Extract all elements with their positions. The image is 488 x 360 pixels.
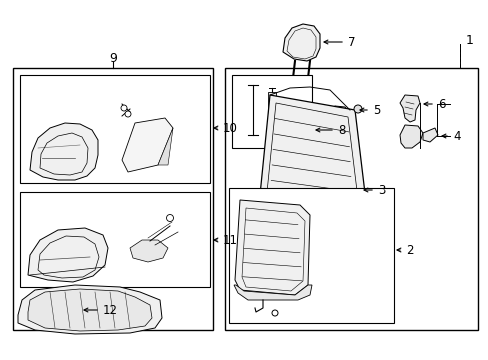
Text: 5: 5 [372,104,380,117]
Bar [20,192,209,287]
Polygon shape [122,118,173,172]
Text: 4: 4 [452,130,460,143]
Polygon shape [329,106,349,122]
Polygon shape [130,240,168,262]
Text: 2: 2 [405,243,413,257]
Text: 6: 6 [437,98,445,111]
Circle shape [271,310,278,316]
Bar [20,75,209,183]
Circle shape [121,105,127,111]
Polygon shape [30,123,98,180]
Polygon shape [18,285,162,334]
Polygon shape [28,228,108,282]
Polygon shape [399,125,422,148]
Bar [228,188,393,323]
Text: 10: 10 [223,122,237,135]
Polygon shape [283,24,319,61]
Bar [224,68,477,330]
Text: 7: 7 [347,36,355,49]
Polygon shape [422,128,437,142]
Text: 3: 3 [377,184,385,197]
Polygon shape [235,200,309,295]
Polygon shape [28,289,152,331]
Text: 9: 9 [109,51,117,64]
Polygon shape [399,95,419,122]
Polygon shape [258,95,369,245]
Text: 1: 1 [465,33,473,46]
Text: 11: 11 [223,234,238,247]
Circle shape [353,105,361,113]
Polygon shape [234,285,311,300]
Bar [231,75,311,148]
Circle shape [166,215,173,221]
Text: 8: 8 [337,123,345,136]
Text: 12: 12 [103,303,118,316]
Bar [13,68,213,330]
Polygon shape [158,128,173,165]
Circle shape [125,111,131,117]
Bar [267,92,275,130]
